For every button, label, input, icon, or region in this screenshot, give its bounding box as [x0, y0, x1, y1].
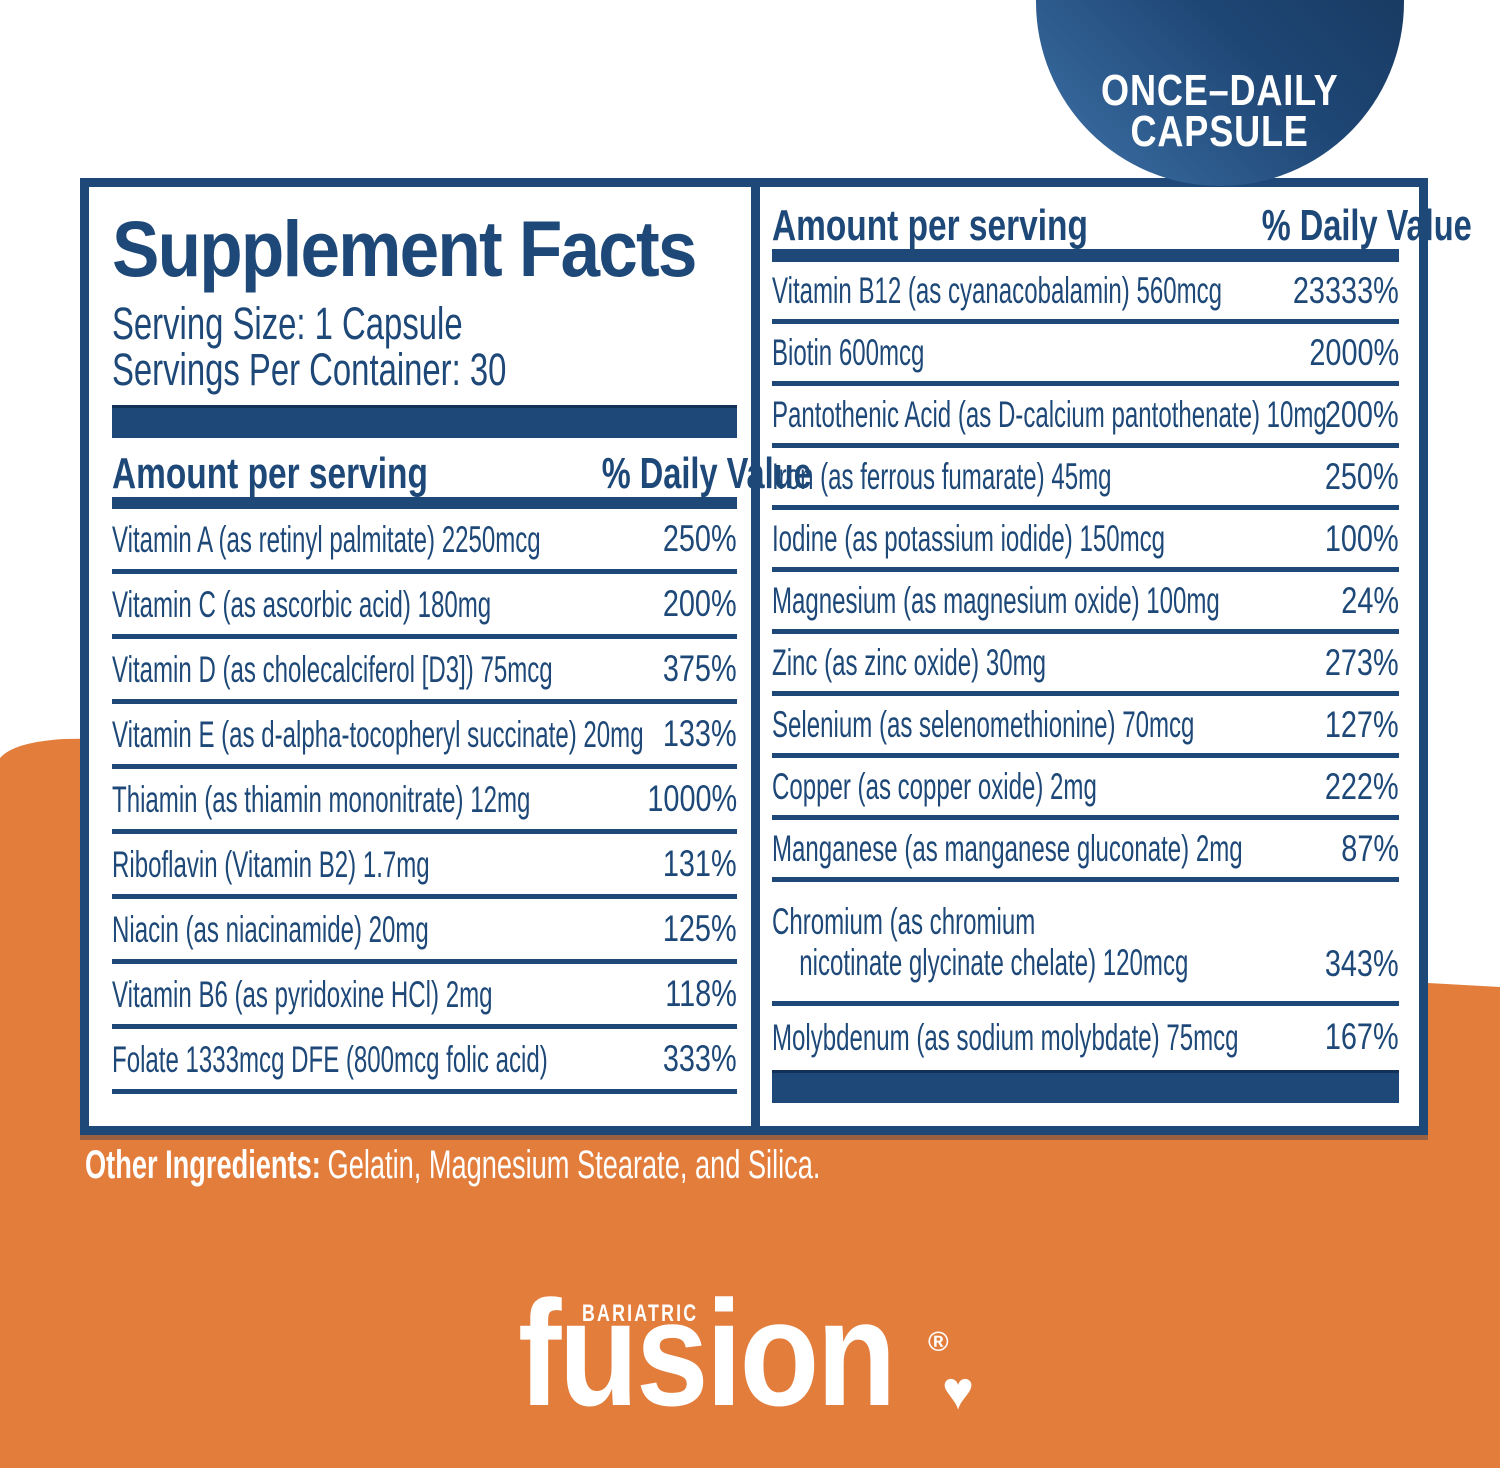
- table-row: Vitamin C (as ascorbic acid) 180mg 200%: [112, 574, 737, 639]
- nutrient-daily-value: 1000%: [647, 778, 737, 819]
- separator-bar-thick: [112, 405, 737, 438]
- nutrient-daily-value: 250%: [1325, 455, 1399, 497]
- servings-per-container: Servings Per Container: 30: [112, 344, 507, 395]
- nutrient-name: Biotin 600mcg: [772, 332, 925, 373]
- nutrient-name: Thiamin (as thiamin mononitrate) 12mg: [112, 778, 531, 820]
- badge-line2: CAPSULE: [1130, 107, 1310, 156]
- nutrient-daily-value: 375%: [663, 648, 737, 689]
- nutrient-name: Vitamin E (as d-alpha-tocopheryl succina…: [112, 713, 644, 755]
- table-row: Pantothenic Acid (as D-calcium pantothen…: [772, 386, 1399, 448]
- nutrient-name: Pantothenic Acid (as D-calcium pantothen…: [772, 394, 1327, 435]
- table-row: Riboflavin (Vitamin B2) 1.7mg 131%: [112, 834, 737, 899]
- header-daily-value: % Daily Value: [1261, 201, 1472, 250]
- table-row: Vitamin D (as cholecalciferol [D3]) 75mc…: [112, 639, 737, 704]
- nutrient-name: Vitamin B12 (as cyanacobalamin) 560mcg: [772, 270, 1223, 311]
- nutrient-daily-value: 2000%: [1309, 331, 1399, 373]
- table-row: Manganese (as manganese gluconate) 2mg 8…: [772, 820, 1399, 882]
- nutrient-name: Copper (as copper oxide) 2mg: [772, 766, 1097, 807]
- table-row: Magnesium (as magnesium oxide) 100mg 24%: [772, 572, 1399, 634]
- table-row: Thiamin (as thiamin mononitrate) 12mg 10…: [112, 769, 737, 834]
- nutrient-name: Iron (as ferrous fumarate) 45mg: [772, 456, 1112, 497]
- table-row: Vitamin E (as d-alpha-tocopheryl succina…: [112, 704, 737, 769]
- page-title: Supplement Facts: [112, 204, 697, 293]
- nutrient-name: Zinc (as zinc oxide) 30mg: [772, 642, 1047, 683]
- nutrient-rows-left: Vitamin A (as retinyl palmitate) 2250mcg…: [112, 509, 737, 1094]
- table-row: Copper (as copper oxide) 2mg 222%: [772, 758, 1399, 820]
- nutrient-name: Iodine (as potassium iodide) 150mcg: [772, 518, 1166, 559]
- table-row: Vitamin A (as retinyl palmitate) 2250mcg…: [112, 509, 737, 574]
- facts-column-left: Supplement Facts Serving Size: 1 Capsule…: [89, 187, 811, 1126]
- bottom-bar: [772, 1070, 1399, 1103]
- nutrient-name: Niacin (as niacinamide) 20mg: [112, 908, 429, 950]
- header-bar: [772, 249, 1399, 262]
- nutrient-daily-value: 273%: [1325, 641, 1399, 683]
- table-row: Biotin 600mcg 2000%: [772, 324, 1399, 386]
- nutrient-name: Vitamin B6 (as pyridoxine HCl) 2mg: [112, 973, 493, 1015]
- nutrient-daily-value: 222%: [1325, 765, 1399, 807]
- table-row: Niacin (as niacinamide) 20mg 125%: [112, 899, 737, 964]
- nutrient-rows-right: Vitamin B12 (as cyanacobalamin) 560mcg 2…: [772, 262, 1399, 1068]
- facts-column-right: Amount per serving % Daily Value Vitamin…: [760, 187, 1471, 1126]
- nutrient-daily-value: 343%: [1325, 943, 1399, 984]
- other-ingredients: Other Ingredients: Gelatin, Magnesium Ste…: [85, 1144, 820, 1186]
- table-row: Folate 1333mcg DFE (800mcg folic acid) 3…: [112, 1029, 737, 1094]
- nutrient-name: Folate 1333mcg DFE (800mcg folic acid): [112, 1038, 548, 1080]
- table-row: Vitamin B12 (as cyanacobalamin) 560mcg 2…: [772, 262, 1399, 324]
- nutrient-daily-value: 333%: [663, 1038, 737, 1079]
- nutrient-daily-value: 167%: [1325, 1016, 1399, 1057]
- table-row: Iron (as ferrous fumarate) 45mg 250%: [772, 448, 1399, 510]
- header-amount-per-serving: Amount per serving: [112, 449, 428, 498]
- brand-logo: BARIATRIC fusion ® ♥: [518, 1278, 1018, 1454]
- other-ingredients-text: Gelatin, Magnesium Stearate, and Silica.: [327, 1143, 821, 1187]
- nutrient-name: Selenium (as selenomethionine) 70mcg: [772, 704, 1195, 745]
- brand-name-main: fusion: [518, 1269, 896, 1437]
- nutrient-name: Chromium (as chromium nicotinate glycina…: [772, 900, 1189, 983]
- registered-trademark-icon: ®: [928, 1326, 949, 1357]
- table-header-left: Amount per serving % Daily Value: [112, 449, 811, 498]
- badge-line1: ONCE–DAILY: [1101, 66, 1339, 115]
- nutrient-daily-value: 133%: [663, 713, 737, 754]
- nutrient-daily-value: 200%: [1325, 393, 1399, 435]
- table-row: Vitamin B6 (as pyridoxine HCl) 2mg 118%: [112, 964, 737, 1029]
- nutrient-daily-value: 118%: [665, 973, 737, 1014]
- heart-icon: ♥: [942, 1361, 975, 1421]
- nutrient-daily-value: 24%: [1341, 579, 1399, 621]
- nutrient-daily-value: 125%: [663, 908, 737, 949]
- nutrient-daily-value: 250%: [663, 518, 737, 559]
- nutrient-name: Magnesium (as magnesium oxide) 100mg: [772, 580, 1220, 621]
- serving-info: Serving Size: 1 Capsule Servings Per Con…: [112, 301, 737, 393]
- other-ingredients-label: Other Ingredients:: [85, 1143, 321, 1187]
- table-row: Chromium (as chromium nicotinate glycina…: [772, 882, 1399, 1006]
- brand-name-top: BARIATRIC: [582, 1300, 699, 1327]
- table-row: Iodine (as potassium iodide) 150mcg 100%: [772, 510, 1399, 572]
- table-row: Zinc (as zinc oxide) 30mg 273%: [772, 634, 1399, 696]
- column-divider: [751, 187, 760, 1126]
- nutrient-daily-value: 131%: [663, 843, 737, 884]
- header-amount-per-serving: Amount per serving: [772, 201, 1088, 250]
- nutrient-name: Manganese (as manganese gluconate) 2mg: [772, 828, 1243, 869]
- nutrient-name: Vitamin A (as retinyl palmitate) 2250mcg: [112, 518, 541, 560]
- header-daily-value: % Daily Value: [601, 449, 812, 498]
- nutrient-name: Molybdenum (as sodium molybdate) 75mcg: [772, 1016, 1239, 1058]
- nutrient-daily-value: 100%: [1325, 517, 1399, 559]
- table-row: Selenium (as selenomethionine) 70mcg 127…: [772, 696, 1399, 758]
- nutrient-name: Vitamin C (as ascorbic acid) 180mg: [112, 583, 492, 625]
- nutrient-daily-value: 200%: [663, 583, 737, 624]
- table-row: Molybdenum (as sodium molybdate) 75mcg 1…: [772, 1006, 1399, 1068]
- nutrient-name: Vitamin D (as cholecalciferol [D3]) 75mc…: [112, 648, 553, 690]
- nutrient-daily-value: 23333%: [1293, 269, 1399, 311]
- table-header-right: Amount per serving % Daily Value: [772, 201, 1471, 250]
- nutrient-daily-value: 87%: [1341, 827, 1399, 869]
- supplement-facts-panel: Supplement Facts Serving Size: 1 Capsule…: [80, 178, 1471, 1135]
- header-rule: [112, 497, 737, 509]
- nutrient-daily-value: 127%: [1325, 703, 1399, 745]
- serving-size: Serving Size: 1 Capsule: [112, 298, 463, 349]
- nutrient-name: Riboflavin (Vitamin B2) 1.7mg: [112, 843, 430, 885]
